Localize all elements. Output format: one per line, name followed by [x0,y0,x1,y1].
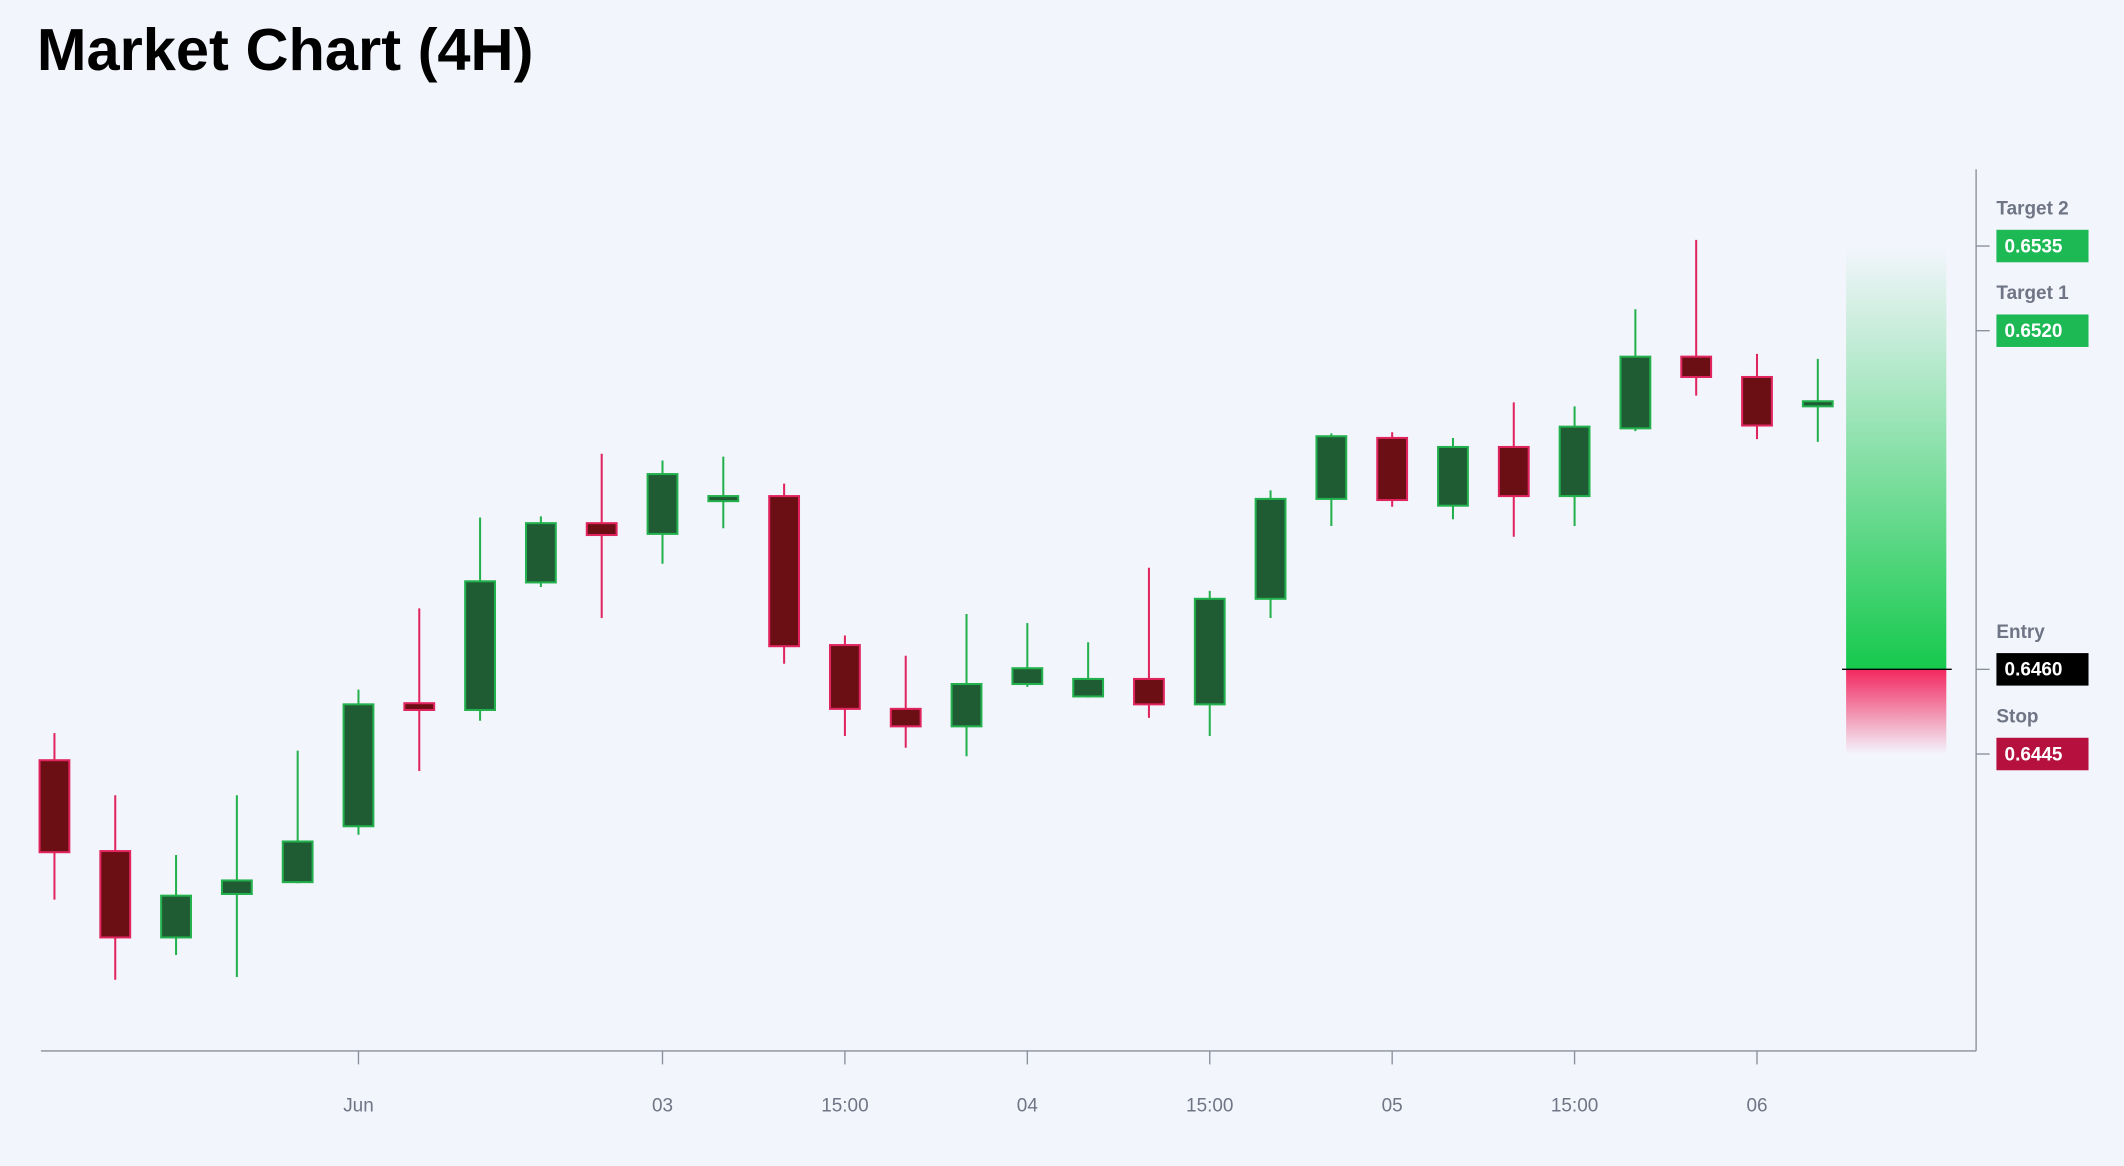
x-tick-label: 15:00 [821,1095,868,1116]
level-box [1996,314,2089,347]
candle-body [1376,436,1409,502]
x-tick-label: Jun [343,1095,374,1116]
candle-body [1680,355,1713,378]
candle-body [1619,355,1652,430]
candle-body [342,703,375,828]
candle-body [829,644,861,710]
candle-body [281,840,314,884]
candle-body [1315,435,1348,500]
candle-body [160,894,192,939]
level-name: Target 2 [1996,198,2068,219]
level-name: Stop [1996,706,2038,727]
candle-body [99,850,132,939]
candle-body [1741,375,1773,427]
chart-title: Market Chart (4H) [37,16,534,83]
level-box [1996,653,2089,686]
candle-body [1497,445,1530,498]
profit-zone [1846,246,1947,670]
x-tick-label: 03 [652,1095,673,1116]
candle-body [1254,497,1287,600]
candle-body [1011,667,1044,686]
candle-body [950,683,983,728]
candle-body [585,522,618,537]
level-name: Entry [1996,622,2045,643]
x-tick-label: 06 [1746,1095,1767,1116]
loss-zone [1846,669,1947,755]
level-box [1996,229,2089,263]
x-tick-label: 15:00 [1186,1095,1233,1116]
candle-body [403,702,436,712]
level-label: 0.6460 [2005,660,2063,681]
candle-body [1072,677,1105,698]
candle-body [889,707,922,728]
candle-body [1558,425,1591,498]
level-name: Target 1 [1996,283,2068,304]
candle-body [220,879,253,895]
level-label: 0.6445 [2005,744,2063,765]
level-label: 0.6535 [2005,236,2063,257]
candle-body [768,495,801,648]
candle-body [524,522,557,584]
x-tick-label: 15:00 [1551,1095,1598,1116]
x-tick-label: 04 [1017,1095,1038,1116]
candle-body [38,759,71,854]
candle-body [1801,400,1834,408]
candle-body [1437,445,1469,507]
level-label: 0.6520 [2005,321,2063,342]
candle-body [1133,677,1165,706]
candle-body [1193,597,1226,706]
candle-body [707,495,740,503]
candle-body [646,473,679,535]
candle-body [464,580,496,712]
level-box [1996,737,2089,771]
x-tick-label: 05 [1382,1095,1403,1116]
